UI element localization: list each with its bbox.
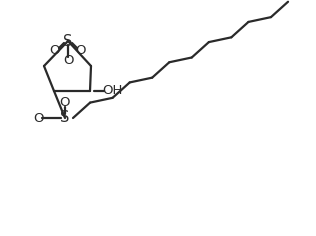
Text: OH: OH [102,84,122,97]
Text: O: O [33,111,43,125]
Text: O: O [76,43,86,56]
Text: S: S [60,110,70,126]
Text: O: O [63,55,73,67]
Text: O: O [50,43,60,56]
Text: S: S [63,34,73,49]
Text: O: O [60,97,70,110]
